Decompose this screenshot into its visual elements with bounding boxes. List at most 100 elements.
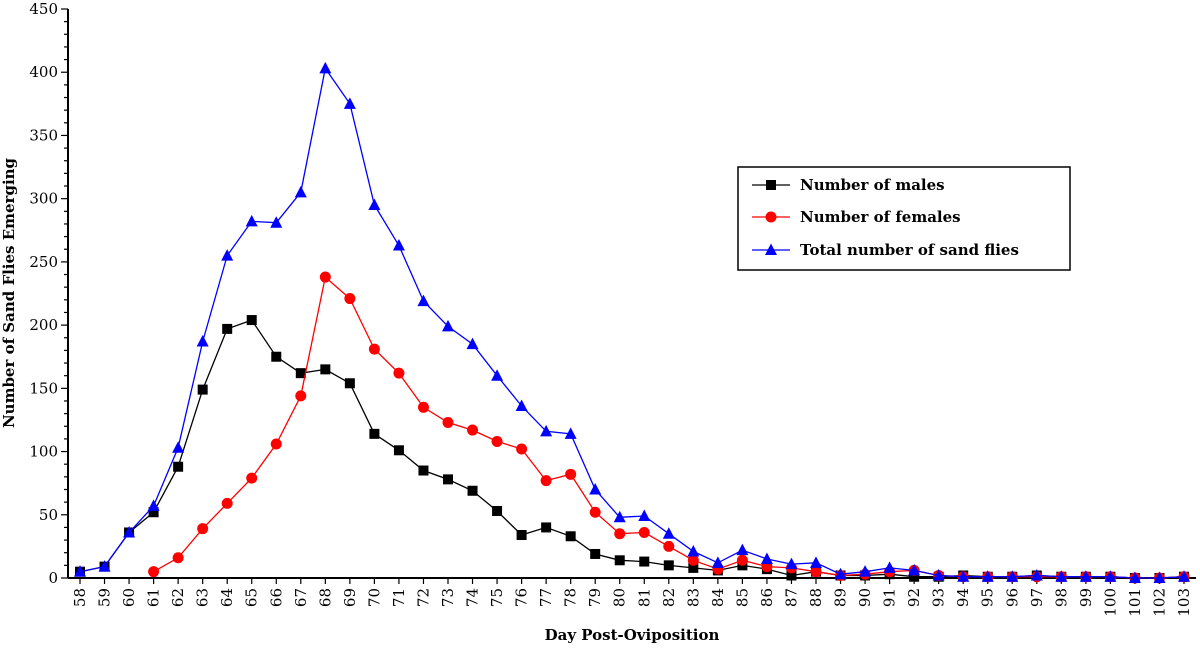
- data-point-triangle: [711, 556, 724, 568]
- data-point-circle: [565, 468, 577, 480]
- x-tick-label: 75: [488, 588, 506, 607]
- data-point-triangle: [1006, 570, 1019, 582]
- data-point-square: [369, 428, 380, 439]
- data-point-square: [271, 351, 282, 362]
- x-tick-label: 92: [905, 588, 923, 607]
- data-point-circle: [516, 443, 528, 455]
- data-point-square: [614, 555, 625, 566]
- data-point-circle: [295, 390, 307, 402]
- data-point-triangle: [221, 249, 234, 261]
- data-point-square: [541, 522, 552, 533]
- data-point-square: [393, 445, 404, 456]
- x-tick-label: 81: [635, 588, 653, 607]
- data-point-circle: [810, 566, 822, 578]
- data-point-triangle: [466, 337, 479, 350]
- x-tick-label: 86: [758, 588, 776, 607]
- y-tick-label: 150: [29, 379, 58, 397]
- data-point-circle: [663, 540, 675, 552]
- x-tick-label: 73: [439, 588, 457, 607]
- y-tick-label: 50: [39, 506, 58, 524]
- legend-label: Total number of sand flies: [800, 241, 1019, 259]
- data-point-circle: [172, 552, 184, 564]
- data-point-square: [786, 570, 797, 581]
- data-point-triangle: [785, 557, 798, 570]
- x-tick-label: 64: [218, 588, 236, 607]
- x-tick-label: 68: [316, 588, 334, 607]
- data-point-square: [173, 461, 184, 472]
- x-tick-label: 63: [194, 588, 212, 607]
- y-tick-label: 250: [29, 253, 58, 271]
- x-tick-label: 58: [71, 588, 89, 607]
- data-point-circle: [638, 526, 650, 538]
- legend-label: Number of males: [800, 176, 945, 194]
- data-point-triangle: [491, 369, 504, 381]
- data-point-square: [320, 364, 331, 375]
- data-point-circle: [393, 367, 405, 379]
- data-point-circle: [344, 293, 356, 305]
- x-tick-label: 62: [169, 588, 187, 607]
- data-point-triangle: [1153, 571, 1166, 583]
- x-tick-label: 59: [96, 588, 114, 607]
- data-point-triangle: [343, 97, 356, 109]
- x-tick-label: 83: [684, 588, 702, 607]
- x-tick-label: 103: [1175, 588, 1193, 617]
- y-tick-label: 350: [29, 126, 58, 144]
- data-point-square: [565, 531, 576, 542]
- x-ticks: 58 59 60 61 62 63 64 65 66 67 68 69 70 71 72 73 74 75 76 77…: [71, 578, 1193, 617]
- data-point-square: [516, 530, 527, 541]
- x-tick-label: 90: [856, 588, 874, 607]
- legend-marker: [765, 211, 777, 223]
- x-tick-label: 65: [243, 588, 261, 607]
- data-point-triangle: [932, 568, 945, 581]
- x-tick-label: 85: [733, 588, 751, 607]
- data-point-square: [344, 378, 355, 389]
- series-line: [79, 66, 1185, 579]
- data-point-square: [443, 474, 453, 485]
- x-tick-label: 84: [709, 588, 727, 607]
- x-tick-label: 70: [365, 588, 383, 607]
- x-tick-label: 98: [1052, 588, 1070, 607]
- x-tick-label: 96: [1003, 588, 1021, 607]
- data-point-circle: [687, 554, 699, 566]
- data-point-circle: [270, 438, 282, 450]
- x-tick-label: 60: [120, 588, 138, 607]
- data-point-circle: [221, 497, 233, 509]
- data-point-triangle: [1128, 571, 1141, 583]
- x-axis-title: Day Post-Oviposition: [545, 626, 720, 644]
- data-point-triangle: [417, 294, 430, 307]
- x-tick-label: 89: [832, 588, 850, 607]
- x-tick-label: 80: [611, 588, 629, 607]
- data-point-triangle: [270, 216, 283, 228]
- data-point-triangle: [883, 561, 896, 573]
- data-point-triangle: [245, 214, 258, 227]
- data-point-triangle: [589, 482, 602, 495]
- data-point-square: [663, 560, 674, 571]
- data-point-square: [222, 323, 233, 334]
- y-tick-label: 300: [29, 190, 58, 208]
- data-point-triangle: [736, 543, 749, 556]
- data-point-circle: [614, 528, 626, 540]
- data-point-triangle: [147, 499, 160, 511]
- data-point-triangle: [687, 544, 700, 557]
- data-point-square: [467, 485, 478, 496]
- x-tick-label: 66: [267, 588, 285, 607]
- data-point-triangle: [1178, 570, 1190, 582]
- data-point-circle: [589, 506, 601, 518]
- data-point-triangle: [564, 427, 577, 439]
- data-point-circle: [148, 566, 160, 578]
- data-point-triangle: [392, 238, 405, 251]
- y-tick-label: 100: [29, 443, 58, 461]
- data-point-square: [246, 315, 257, 326]
- data-point-triangle: [74, 565, 86, 577]
- x-tick-label: 100: [1101, 588, 1119, 617]
- data-point-triangle: [760, 552, 773, 565]
- data-point-triangle: [638, 509, 651, 522]
- legend-box: [737, 166, 1071, 271]
- x-tick-label: 87: [782, 588, 800, 607]
- data-point-square: [590, 548, 601, 559]
- data-point-circle: [319, 271, 331, 283]
- x-tick-label: 97: [1028, 588, 1046, 607]
- data-point-square: [418, 465, 429, 476]
- data-point-square: [148, 507, 159, 518]
- series-3: [74, 61, 1190, 583]
